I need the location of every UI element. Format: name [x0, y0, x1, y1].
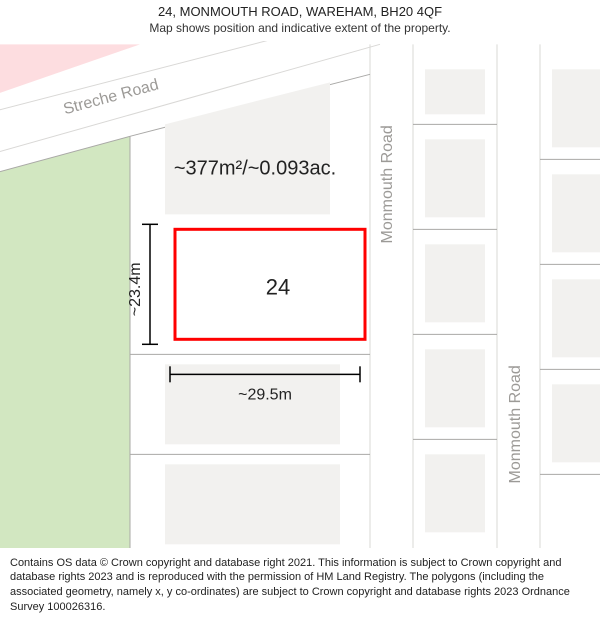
monmouth-right-label: Monmouth Road [507, 365, 524, 483]
dim-v-label: ~23.4m [127, 262, 144, 316]
area-label: ~377m²/~0.093ac. [174, 157, 336, 179]
bldg-mid-1 [425, 69, 485, 114]
monmouth-left-label: Monmouth Road [379, 125, 396, 243]
green-area [0, 136, 130, 547]
parcel-number: 24 [266, 274, 290, 299]
footer: Contains OS data © Crown copyright and d… [0, 548, 600, 625]
copyright-text: Contains OS data © Crown copyright and d… [10, 556, 590, 615]
map: ~23.4m ~29.5m ~377m²/~0.093ac. 24 Strech… [0, 41, 600, 548]
bldg-r-4 [552, 384, 600, 462]
page: 24, MONMOUTH ROAD, WAREHAM, BH20 4QF Map… [0, 0, 600, 625]
header: 24, MONMOUTH ROAD, WAREHAM, BH20 4QF Map… [0, 0, 600, 41]
bldg-r-3 [552, 279, 600, 357]
bldg-mid-3 [425, 244, 485, 322]
bldg-left-2 [165, 364, 340, 444]
bldg-mid-4 [425, 349, 485, 427]
bldg-mid-5 [425, 454, 485, 532]
bldg-r-1 [552, 69, 600, 147]
header-subtitle: Map shows position and indicative extent… [10, 21, 590, 35]
bldg-left-3 [165, 464, 340, 544]
header-title: 24, MONMOUTH ROAD, WAREHAM, BH20 4QF [10, 4, 590, 19]
dim-h-label: ~29.5m [238, 386, 292, 403]
map-svg: ~23.4m ~29.5m ~377m²/~0.093ac. 24 Strech… [0, 41, 600, 548]
bldg-mid-2 [425, 139, 485, 217]
bldg-r-2 [552, 174, 600, 252]
